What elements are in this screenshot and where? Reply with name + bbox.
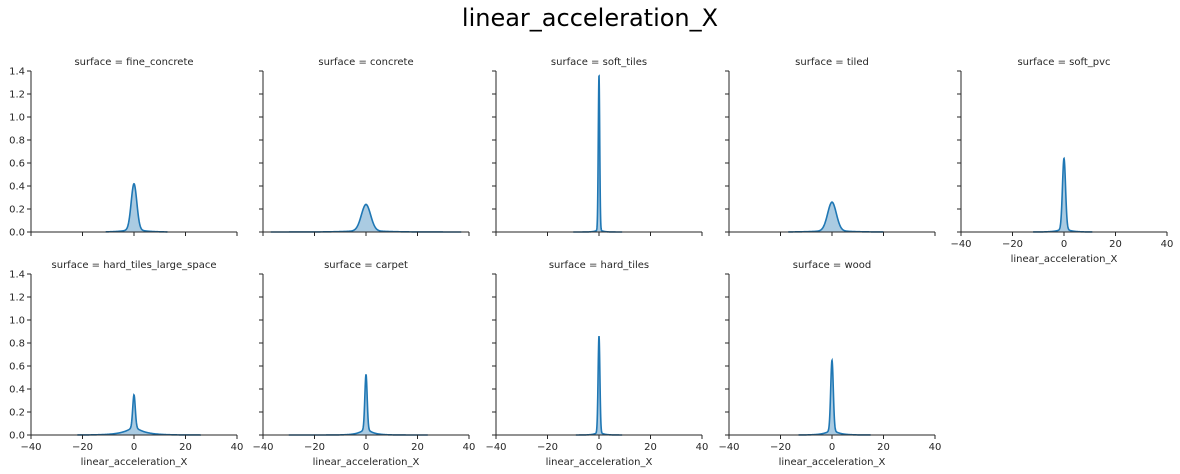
facet-panel: surface = carpet −40 −20 0 20 40 linear_accele… xyxy=(252,260,475,468)
x-tick-label: 0 xyxy=(829,442,835,453)
panel-title: surface = soft_pvc xyxy=(1017,57,1110,68)
panel-title: surface = fine_concrete xyxy=(74,57,193,68)
x-tick-label: 20 xyxy=(411,442,424,453)
y-tick-label: 1.2 xyxy=(9,90,25,101)
x-axis-label: linear_acceleration_X xyxy=(779,457,886,468)
panel-title: surface = tiled xyxy=(795,57,869,68)
x-tick-label: 0 xyxy=(363,442,369,453)
density-area xyxy=(288,374,428,435)
x-tick-label: −40 xyxy=(950,239,971,250)
facet-panel: surface = hard_tiles −40 −20 0 20 40 linear_ac… xyxy=(485,260,708,468)
y-tick-label: 0.0 xyxy=(9,228,25,239)
y-tick-label: 1.0 xyxy=(9,316,25,327)
x-tick-label: −40 xyxy=(718,442,739,453)
x-tick-label: −40 xyxy=(485,442,506,453)
y-tick-label: 0.6 xyxy=(9,362,25,373)
density-area xyxy=(105,183,168,232)
x-tick-label: 40 xyxy=(231,442,244,453)
x-axis-label: linear_acceleration_X xyxy=(1011,254,1118,265)
facet-panel: surface = soft_pvc −40 −20 0 20 40 linear_acce… xyxy=(950,57,1173,265)
figure-title: linear_acceleration_X xyxy=(462,4,718,32)
x-tick-label: 20 xyxy=(644,442,657,453)
x-tick-label: 20 xyxy=(877,442,890,453)
y-tick-label: 0.8 xyxy=(9,339,25,350)
x-axis-label: linear_acceleration_X xyxy=(81,457,188,468)
facet-panel: surface = soft_tiles xyxy=(492,57,703,236)
x-axis-label: linear_acceleration_X xyxy=(546,457,653,468)
facet-panels: surface = fine_concrete 0.0 0.2 0.4 0.6 0.8 1.… xyxy=(9,57,1173,468)
y-tick-label: 0.6 xyxy=(9,159,25,170)
density-line xyxy=(77,393,201,436)
facet-panel: surface = fine_concrete 0.0 0.2 0.4 0.6 0.8 1.… xyxy=(9,57,238,239)
density-area xyxy=(270,204,462,232)
panel-title: surface = hard_tiles_large_space xyxy=(52,260,217,271)
density-area xyxy=(575,336,623,435)
panel-title: surface = wood xyxy=(793,260,871,271)
density-line xyxy=(288,374,428,436)
facet-panel: surface = hard_tiles_large_space 0.0 0.2 0.… xyxy=(9,260,243,468)
y-tick-label: 1.2 xyxy=(9,293,25,304)
facet-panel: surface = wood −40 −20 0 20 40 linear_accelera… xyxy=(718,260,941,468)
density-line xyxy=(798,357,871,436)
density-area xyxy=(788,202,884,232)
x-tick-label: 20 xyxy=(179,442,192,453)
x-tick-label: 0 xyxy=(131,442,137,453)
panel-title: surface = soft_tiles xyxy=(551,57,647,68)
y-tick-label: 0.4 xyxy=(9,385,25,396)
y-tick-label: 0.2 xyxy=(9,408,25,419)
x-axis-label: linear_acceleration_X xyxy=(313,457,420,468)
x-tick-label: 40 xyxy=(929,442,942,453)
x-tick-label: −20 xyxy=(537,442,558,453)
panel-title: surface = carpet xyxy=(324,260,408,271)
x-tick-label: −20 xyxy=(304,442,325,453)
x-tick-label: 40 xyxy=(696,442,709,453)
y-tick-label: 1.4 xyxy=(9,67,25,78)
panel-title: surface = concrete xyxy=(318,57,413,68)
panel-title: surface = hard_tiles xyxy=(549,260,649,271)
x-tick-label: 0 xyxy=(1061,239,1067,250)
density-line xyxy=(573,74,623,233)
facet-panel: surface = tiled xyxy=(725,57,936,236)
y-tick-label: 0.8 xyxy=(9,136,25,147)
x-tick-label: −20 xyxy=(1002,239,1023,250)
x-tick-label: −20 xyxy=(72,442,93,453)
y-tick-label: 0.0 xyxy=(9,431,25,442)
x-tick-label: −20 xyxy=(770,442,791,453)
x-tick-label: −40 xyxy=(20,442,41,453)
y-tick-label: 1.4 xyxy=(9,270,25,281)
x-tick-label: 40 xyxy=(463,442,476,453)
y-tick-label: 0.4 xyxy=(9,182,25,193)
facet-panel: surface = concrete xyxy=(259,57,470,236)
x-tick-label: 20 xyxy=(1109,239,1122,250)
x-tick-label: −40 xyxy=(252,442,273,453)
x-tick-label: 0 xyxy=(596,442,602,453)
y-tick-label: 0.2 xyxy=(9,205,25,216)
y-tick-label: 1.0 xyxy=(9,113,25,124)
x-tick-label: 40 xyxy=(1161,239,1174,250)
